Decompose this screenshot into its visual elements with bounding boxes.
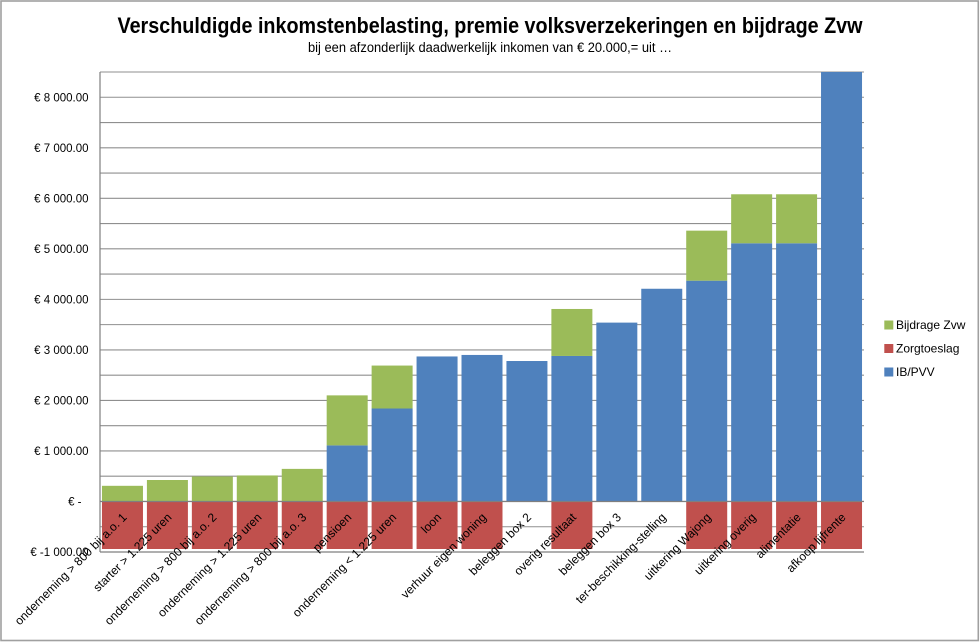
svg-text:€ 8 000.00: € 8 000.00 bbox=[34, 92, 88, 104]
svg-text:bij een afzonderlijk daadwerke: bij een afzonderlijk daadwerkelijk inkom… bbox=[308, 40, 672, 55]
svg-text:IB/PVV: IB/PVV bbox=[896, 365, 935, 379]
svg-text:€ 2 000.00: € 2 000.00 bbox=[34, 395, 88, 407]
svg-text:€ 3 000.00: € 3 000.00 bbox=[34, 345, 88, 357]
svg-text:€ 6 000.00: € 6 000.00 bbox=[34, 193, 88, 205]
svg-text:Bijdrage Zvw: Bijdrage Zvw bbox=[896, 318, 966, 332]
svg-text:Zorgtoeslag: Zorgtoeslag bbox=[896, 342, 959, 356]
svg-text:€ 4 000.00: € 4 000.00 bbox=[34, 294, 88, 306]
svg-text:€ 1 000.00: € 1 000.00 bbox=[34, 446, 88, 458]
svg-text:Verschuldigde inkomstenbelasti: Verschuldigde inkomstenbelasting, premie… bbox=[118, 13, 864, 38]
svg-text:€ 7 000.00: € 7 000.00 bbox=[34, 143, 88, 155]
svg-text:€ -1 000.00: € -1 000.00 bbox=[30, 547, 88, 559]
svg-text:€ -: € - bbox=[68, 496, 82, 508]
svg-text:€ 5 000.00: € 5 000.00 bbox=[34, 244, 88, 256]
